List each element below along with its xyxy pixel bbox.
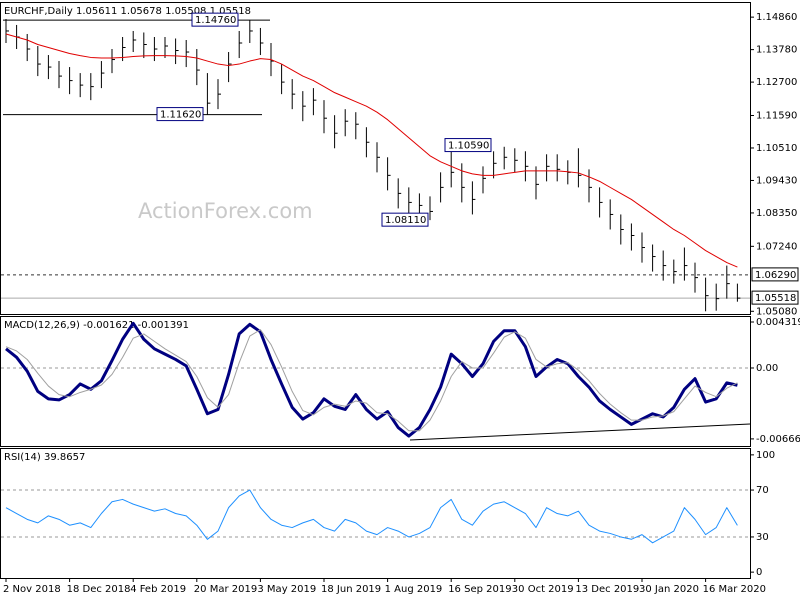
price-level-box bbox=[751, 267, 799, 282]
annotation-box bbox=[156, 107, 204, 122]
annotation-label: 1.08110 bbox=[385, 215, 426, 226]
x-tick-label: 18 Dec 2018 bbox=[67, 584, 131, 595]
y-tick-label: 1.14860 bbox=[756, 12, 797, 23]
x-tick-label: 16 Mar 2020 bbox=[703, 584, 766, 595]
y-tick-label: 1.08350 bbox=[756, 208, 797, 219]
price-level-label: 1.05518 bbox=[755, 293, 796, 304]
y-tick-label: 70 bbox=[756, 485, 769, 496]
y-tick-label: -0.006663 bbox=[756, 434, 800, 445]
y-tick-label: 1.09430 bbox=[756, 175, 797, 186]
y-tick-label: 30 bbox=[756, 532, 769, 543]
panel-title: RSI(14) 39.8657 bbox=[4, 452, 85, 463]
x-tick-label: 20 Mar 2019 bbox=[194, 584, 257, 595]
y-tick-label: 1.10510 bbox=[756, 143, 797, 154]
x-tick-label: 1 Aug 2019 bbox=[385, 584, 443, 595]
annotation-label: 1.10590 bbox=[448, 141, 489, 152]
annotation-box bbox=[191, 12, 239, 27]
series-line bbox=[5, 489, 738, 544]
macd-panel bbox=[0, 316, 751, 447]
series-line bbox=[5, 33, 738, 268]
annotation-label: 1.11620 bbox=[160, 110, 201, 121]
y-tick-label: 1.12700 bbox=[756, 77, 797, 88]
y-tick-label: 1.13780 bbox=[756, 45, 797, 56]
panel-title: MACD(12,26,9) -0.001621 -0.001391 bbox=[4, 320, 189, 331]
y-tick-label: 1.07240 bbox=[756, 241, 797, 252]
y-tick-label: 0.00 bbox=[756, 363, 778, 374]
watermark: ActionForex.com bbox=[138, 199, 313, 223]
price-level-box bbox=[751, 290, 799, 305]
x-tick-label: 2 Nov 2018 bbox=[3, 584, 61, 595]
series-line bbox=[5, 329, 738, 432]
annotation-label: 1.14760 bbox=[195, 15, 236, 26]
x-tick-label: 13 Dec 2019 bbox=[575, 584, 639, 595]
x-tick-label: 16 Sep 2019 bbox=[448, 584, 511, 595]
price-level-label: 1.06290 bbox=[755, 270, 796, 281]
price-panel bbox=[0, 2, 751, 315]
x-tick-label: 18 Jun 2019 bbox=[321, 584, 381, 595]
x-tick-label: 30 Jan 2020 bbox=[639, 584, 699, 595]
annotation-box bbox=[381, 212, 429, 227]
panel-title: EURCHF,Daily 1.05611 1.05678 1.05508 1.0… bbox=[4, 6, 251, 17]
annotation-box bbox=[444, 138, 492, 153]
series-line bbox=[5, 321, 738, 438]
x-tick-label: 3 May 2019 bbox=[257, 584, 316, 595]
y-tick-label: 0 bbox=[756, 567, 762, 578]
x-tick-label: 4 Feb 2019 bbox=[130, 584, 186, 595]
rsi-panel bbox=[0, 448, 751, 579]
macd-trendline bbox=[409, 423, 751, 441]
x-tick-label: 30 Oct 2019 bbox=[512, 584, 574, 595]
y-tick-label: 0.004319 bbox=[756, 317, 800, 328]
y-tick-label: 100 bbox=[756, 450, 775, 461]
y-tick-label: 1.11590 bbox=[756, 110, 797, 121]
y-tick-label: 1.05080 bbox=[756, 306, 797, 317]
